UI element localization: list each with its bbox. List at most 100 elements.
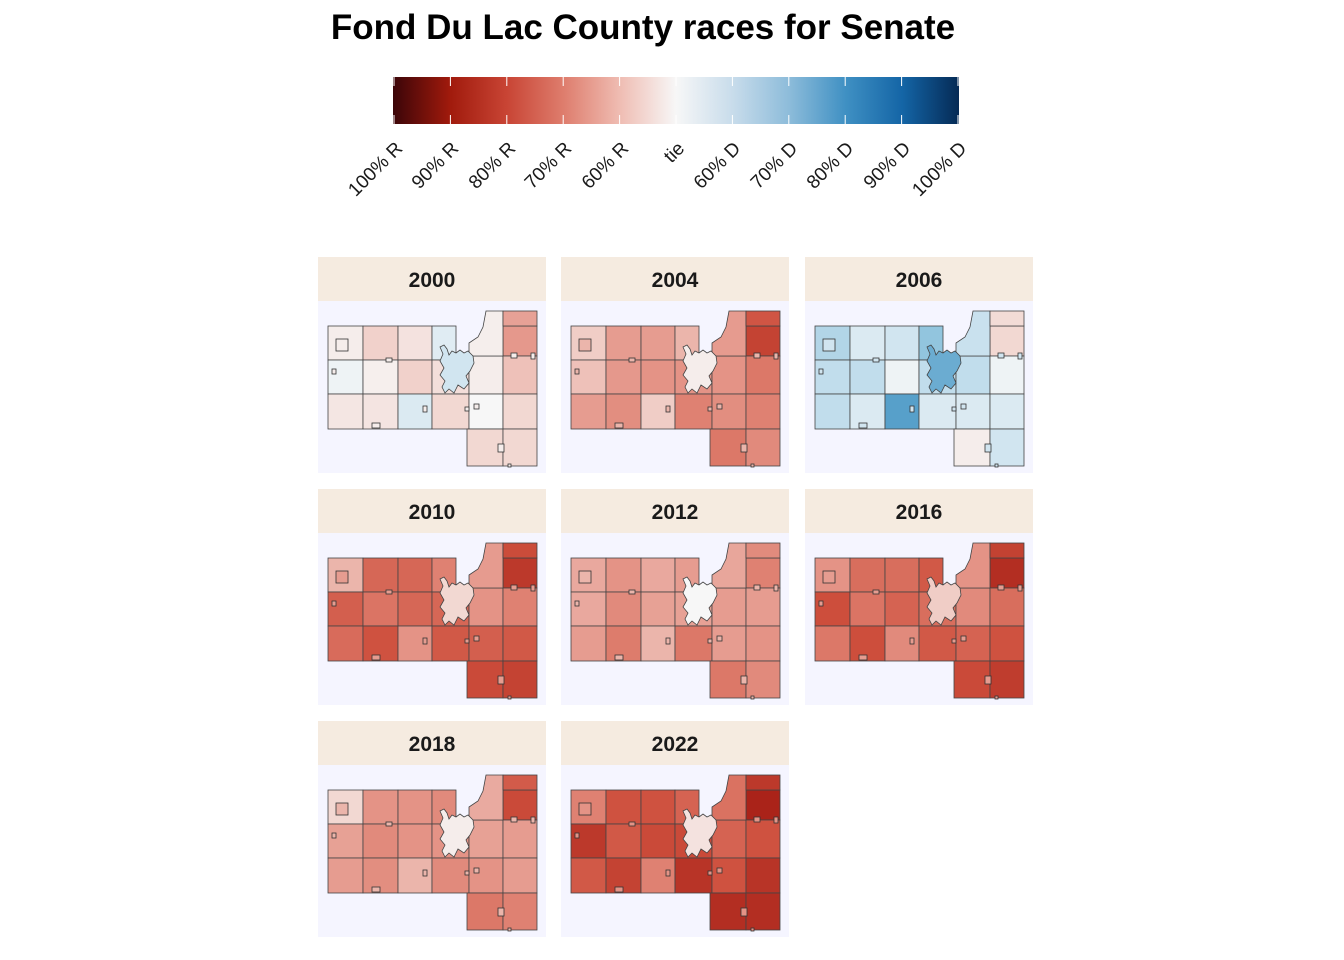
township-region [468,587,504,627]
township-region [362,591,399,627]
town-region [773,584,779,592]
town-region [960,403,967,410]
legend-tick-label: 80% D [803,138,859,194]
township-region [502,393,538,430]
township-region [674,625,713,662]
town-region [858,422,868,429]
panel-year-label: 2016 [805,489,1033,533]
town-region [371,654,381,661]
township-region [502,587,538,627]
panel-year-label: 2000 [318,257,546,301]
city-region [926,344,962,394]
township-region [468,310,504,357]
town-region [371,886,381,893]
legend-tick-label: 100% R [344,138,408,201]
town-region [753,816,761,823]
township-region [468,625,504,662]
town-region [753,352,761,359]
township-region [849,591,886,627]
township-region [989,325,1025,357]
town-region [707,638,713,644]
township-region [397,591,433,627]
township-region [711,774,747,821]
township-region [884,325,920,361]
township-region [849,325,886,361]
town-region [574,600,580,607]
township-region [502,857,538,894]
city-region [439,808,475,858]
town-region [385,357,393,363]
panel-year-label: 2006 [805,257,1033,301]
township-region [570,823,607,859]
legend-tick-label: 90% D [859,138,915,194]
township-region [605,325,642,361]
town-region [464,638,470,644]
panel-year-label: 2018 [318,721,546,765]
town-region [818,600,824,607]
township-region [397,359,433,395]
township-region [849,359,886,395]
township-region [362,393,399,430]
town-region [984,443,992,453]
township-region [431,625,470,662]
township-region [989,542,1025,559]
township-region [468,774,504,821]
township-region [570,359,607,395]
township-region [711,355,747,395]
township-region [674,393,713,430]
map-panel-2006: 2006 [805,257,1033,473]
township-region [745,310,781,327]
township-region [362,557,399,593]
township-region [468,542,504,589]
township-region [605,359,642,395]
map-panel-2010: 2010 [318,489,546,705]
township-region [362,823,399,859]
town-region [951,406,957,412]
town-region [331,368,337,375]
legend-tick-label: 100% D [908,138,972,201]
township-region [397,789,433,825]
county-map [814,310,1025,468]
township-region [709,660,747,699]
town-region [335,570,349,584]
town-region [750,463,755,468]
town-region [510,816,518,823]
town-region [822,570,836,584]
township-region [849,625,886,662]
township-region [466,892,504,931]
township-region [814,359,851,395]
township-region [955,587,991,627]
map-panel-2022: 2022 [561,721,789,937]
township-region [711,857,747,894]
township-region [605,393,642,430]
township-region [502,355,538,395]
township-region [605,625,642,662]
town-region [497,443,505,453]
panel-year-label: 2022 [561,721,789,765]
chart-title: Fond Du Lac County races for Senate [330,8,956,47]
town-region [753,584,761,591]
township-region [605,789,642,825]
township-region [745,393,781,430]
township-region [397,557,433,593]
county-map [814,542,1025,700]
town-region [422,869,428,877]
township-region [570,625,607,662]
town-region [909,637,915,645]
city-region [439,344,475,394]
town-region [507,463,512,468]
town-region [497,675,505,685]
town-region [818,368,824,375]
town-region [858,654,868,661]
township-region [989,310,1025,327]
township-region [502,542,538,559]
township-region [327,393,364,430]
town-region [385,589,393,595]
township-region [989,393,1025,430]
township-region [711,542,747,589]
township-region [814,393,851,430]
town-region [574,832,580,839]
town-region [665,869,671,877]
legend-tick-label: 90% R [408,138,464,194]
town-region [510,584,518,591]
